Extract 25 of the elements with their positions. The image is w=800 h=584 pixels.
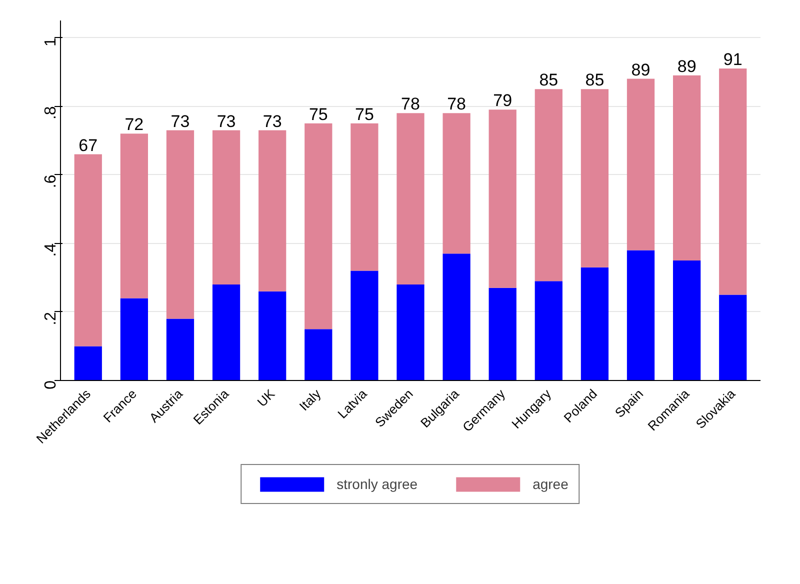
total-label: 75 — [308, 104, 328, 124]
y-tick-label: 0 — [42, 380, 60, 390]
total-label: 85 — [539, 70, 558, 90]
total-label: 73 — [216, 112, 236, 131]
y-tick-label: .6 — [42, 174, 60, 188]
y-tick-label: 1 — [42, 38, 60, 47]
x-tick-label: UK — [254, 386, 278, 410]
total-label: 78 — [401, 94, 420, 114]
total-label: 67 — [78, 136, 98, 155]
total-label: 91 — [723, 50, 742, 70]
total-label: 89 — [677, 56, 696, 76]
x-tick-label: Italy — [296, 386, 324, 414]
y-tick-label: .2 — [42, 312, 60, 326]
total-label: 85 — [585, 70, 604, 90]
legend-label: stronly agree — [336, 476, 418, 492]
total-label: 78 — [447, 94, 466, 114]
y-tick-label: .4 — [42, 243, 60, 257]
legend-label: agree — [532, 476, 568, 492]
total-label: 89 — [631, 60, 650, 80]
y-tick-label: .8 — [42, 106, 60, 120]
total-label: 79 — [493, 91, 512, 110]
total-label: 75 — [354, 104, 374, 124]
total-label: 72 — [124, 115, 144, 134]
total-label: 73 — [262, 112, 282, 131]
total-label: 73 — [170, 112, 190, 131]
